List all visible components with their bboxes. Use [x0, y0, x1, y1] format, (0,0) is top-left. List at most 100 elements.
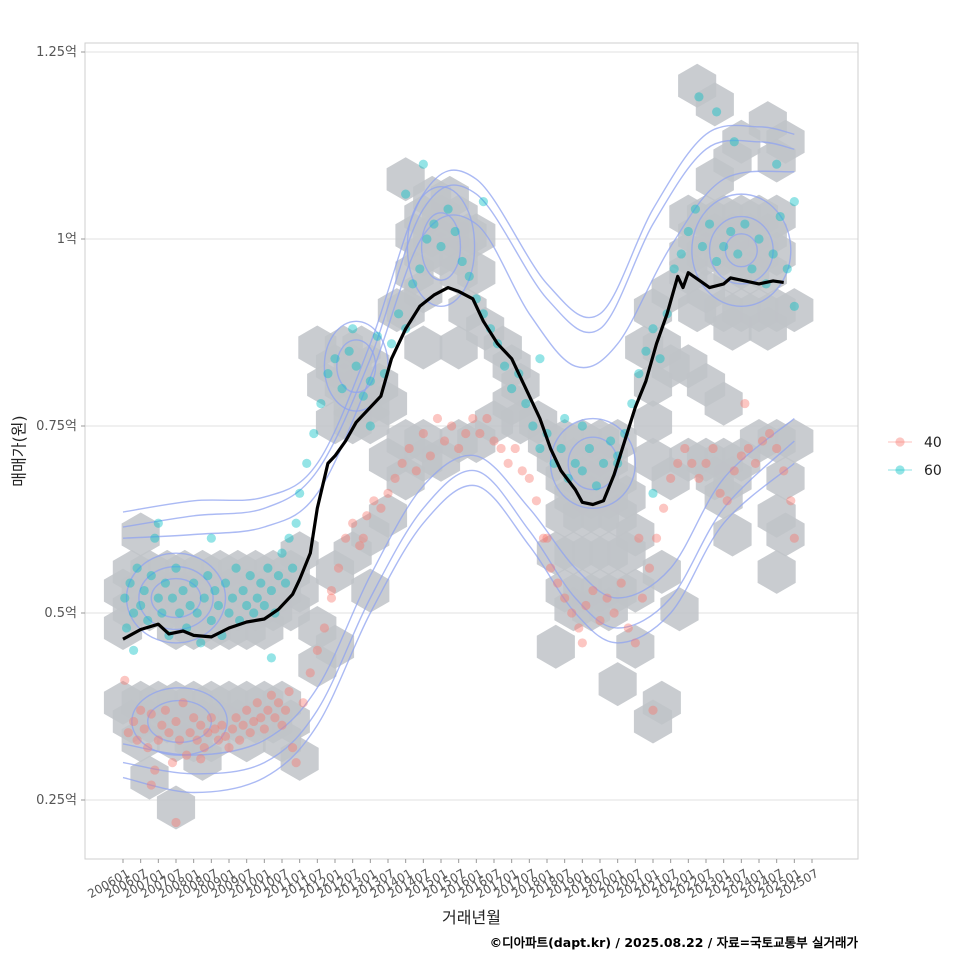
hex-bin — [766, 456, 805, 501]
point-series-40 — [789, 533, 799, 543]
y-tick-label: 1.25억 — [36, 45, 77, 60]
point-series-60 — [606, 436, 616, 446]
hex-bin — [103, 606, 143, 650]
point-series-60 — [150, 533, 160, 543]
point-series-60 — [740, 219, 750, 229]
point-series-40 — [252, 698, 262, 708]
point-series-60 — [372, 331, 382, 341]
point-series-60 — [252, 593, 262, 603]
point-series-40 — [577, 638, 587, 648]
point-series-60 — [266, 653, 276, 663]
point-series-60 — [203, 571, 213, 581]
point-series-60 — [584, 443, 595, 454]
hex-bin — [315, 624, 355, 669]
point-series-40 — [447, 421, 457, 431]
point-series-40 — [454, 443, 464, 454]
point-series-60 — [143, 615, 153, 626]
point-series-40 — [136, 705, 146, 715]
point-series-60 — [401, 189, 411, 199]
point-series-60 — [729, 137, 739, 147]
hex-bin — [642, 549, 681, 594]
point-series-60 — [712, 256, 722, 267]
point-series-60 — [789, 301, 799, 311]
point-series-60 — [192, 608, 202, 618]
point-series-40 — [132, 735, 142, 745]
point-series-40 — [171, 716, 181, 727]
point-series-60 — [132, 563, 142, 573]
point-series-40 — [772, 443, 782, 454]
hex-bin — [227, 718, 266, 763]
point-series-40 — [358, 533, 368, 543]
point-series-60 — [171, 563, 181, 573]
point-series-60 — [160, 578, 170, 588]
point-series-60 — [174, 608, 185, 618]
point-series-60 — [712, 107, 722, 117]
point-series-60 — [139, 585, 149, 596]
point-series-40 — [167, 758, 178, 768]
point-series-40 — [376, 503, 386, 513]
hex-bin — [404, 325, 443, 370]
point-series-60 — [528, 421, 538, 431]
point-series-60 — [648, 324, 658, 334]
point-series-40 — [439, 436, 450, 446]
point-series-40 — [595, 615, 605, 626]
hex-bin — [633, 400, 673, 445]
y-tick-label: 0.75억 — [36, 419, 77, 434]
point-series-40 — [503, 458, 513, 468]
point-series-60 — [429, 219, 439, 229]
contour-ring — [125, 552, 227, 644]
contour-line — [122, 124, 795, 513]
point-series-40 — [648, 705, 658, 715]
point-series-40 — [199, 743, 209, 753]
point-series-60 — [641, 346, 651, 356]
point-series-60 — [694, 92, 704, 102]
point-series-40 — [120, 675, 130, 685]
point-series-60 — [676, 249, 686, 259]
point-series-60 — [500, 361, 510, 371]
point-series-60 — [136, 600, 146, 611]
point-series-60 — [263, 563, 273, 573]
point-series-40 — [786, 496, 796, 506]
x-axis: 2006012006072007012007072008012008072009… — [85, 859, 821, 901]
contour-ring — [549, 417, 637, 509]
point-series-40 — [701, 458, 711, 468]
point-series-60 — [422, 234, 432, 244]
point-series-60 — [457, 256, 467, 267]
point-series-60 — [697, 241, 708, 252]
hex-bin — [130, 755, 169, 800]
hex-bin — [368, 493, 408, 538]
point-series-40 — [157, 720, 167, 730]
point-series-40 — [189, 713, 199, 723]
contour-ring — [691, 193, 792, 308]
point-series-40 — [581, 600, 591, 611]
point-series-40 — [482, 413, 492, 424]
point-series-40 — [206, 713, 216, 723]
hex-bin — [660, 587, 699, 632]
point-series-40 — [284, 686, 294, 697]
point-series-60 — [227, 593, 238, 603]
point-series-60 — [157, 608, 167, 618]
point-series-40 — [249, 716, 259, 727]
point-series-40 — [259, 724, 269, 734]
point-series-40 — [129, 716, 139, 727]
hex-bin — [377, 288, 416, 333]
point-series-40 — [333, 563, 344, 573]
point-series-40 — [238, 720, 248, 730]
point-series-60 — [733, 249, 743, 259]
hex-bin — [775, 419, 814, 463]
point-series-40 — [326, 593, 337, 603]
point-series-40 — [542, 533, 552, 543]
point-series-40 — [139, 724, 149, 734]
point-series-40 — [616, 578, 626, 588]
point-series-40 — [242, 705, 252, 715]
point-series-40 — [740, 398, 750, 409]
contour-ring — [138, 565, 214, 631]
point-series-40 — [319, 623, 329, 633]
point-series-40 — [644, 563, 655, 573]
point-series-60 — [220, 578, 231, 588]
legend-key-60 — [895, 465, 905, 475]
point-series-40 — [404, 443, 414, 454]
point-series-40 — [531, 496, 542, 506]
point-series-60 — [178, 585, 188, 596]
point-series-60 — [386, 339, 397, 349]
